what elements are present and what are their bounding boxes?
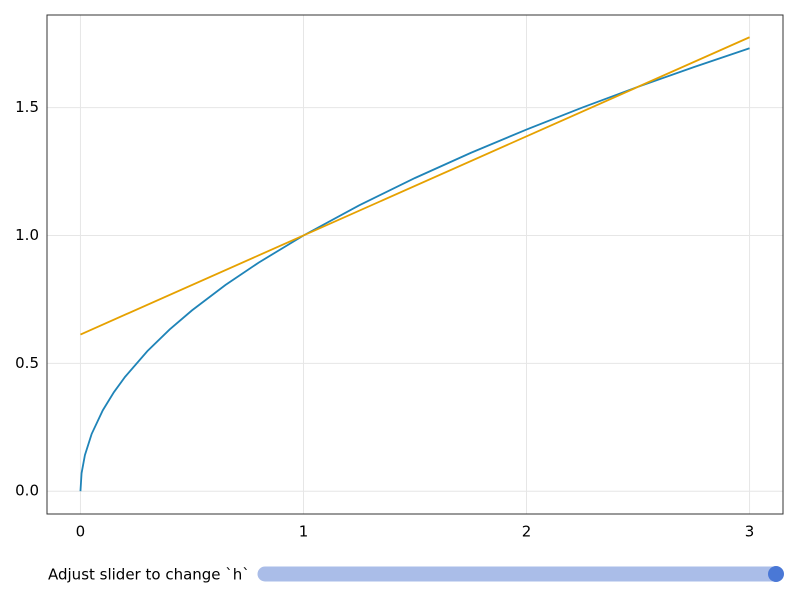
x-tick-label: 1 xyxy=(299,523,309,541)
x-tick-label: 2 xyxy=(522,523,532,541)
y-tick-label: 1.0 xyxy=(15,226,39,244)
line-series xyxy=(79,47,750,492)
x-tick-label: 0 xyxy=(76,523,86,541)
slider-knob[interactable] xyxy=(768,566,784,582)
y-tick-label: 0.0 xyxy=(15,482,39,500)
slider-label: Adjust slider to change `h` xyxy=(48,566,250,584)
y-tick-label: 1.5 xyxy=(15,98,39,116)
plot-frame xyxy=(46,14,784,515)
y-tick-label: 0.5 xyxy=(15,354,39,372)
x-tick-label: 3 xyxy=(745,523,755,541)
line-series xyxy=(80,36,750,336)
